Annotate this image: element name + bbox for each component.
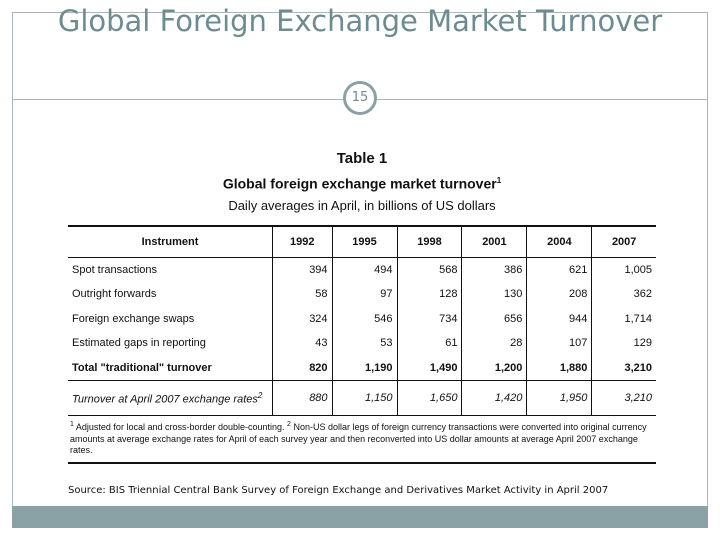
table-row: Estimated gaps in reporting 43 53 61 28 …: [68, 331, 656, 356]
table-cell: 324: [272, 306, 333, 332]
table-cell: 1,650: [396, 380, 462, 416]
table-cell: 362: [591, 282, 656, 307]
source-note: Source: BIS Triennial Central Bank Surve…: [68, 485, 609, 496]
header-year: 2001: [461, 224, 527, 258]
table-cell: 386: [461, 257, 527, 283]
row-label: Total "traditional" turnover: [72, 361, 212, 374]
table-cell: 394: [272, 257, 333, 283]
table-cell: 1,490: [396, 355, 462, 381]
table-cell: 129: [591, 331, 656, 356]
table-cell: 1,005: [591, 257, 656, 283]
header-instrument: Instrument: [68, 224, 273, 258]
table-cell: 1,420: [461, 380, 527, 416]
table-cell: 28: [461, 331, 527, 356]
table-title: Global foreign exchange market turnover1: [68, 172, 656, 193]
row-label: Estimated gaps in reporting: [72, 337, 206, 350]
table-cell: 656: [461, 306, 527, 332]
table-row: Outright forwards 58 97 128 130 208 362: [68, 282, 656, 307]
table-cell: 820: [272, 355, 333, 381]
header-year: 1992: [272, 224, 333, 258]
header-year: 1998: [396, 224, 462, 258]
table-cell: 130: [461, 282, 527, 307]
table-title-sup: 1: [496, 176, 502, 185]
footnote-sup-1: 1: [70, 421, 74, 429]
table-cell: 107: [526, 331, 592, 356]
header-year: 2004: [526, 224, 592, 258]
footnote-sup-2: 2: [287, 421, 291, 429]
table-cell: 734: [396, 306, 462, 332]
table-cell: 61: [396, 331, 462, 356]
table-title-text: Global foreign exchange market turnover: [222, 175, 497, 192]
table-footnote: 1 Adjusted for local and cross-border do…: [68, 415, 656, 464]
table-subtitle: Daily averages in April, in billions of …: [228, 197, 496, 213]
table-cell: 43: [272, 331, 333, 356]
footer-bar: [12, 506, 708, 528]
table-cell: 53: [331, 331, 397, 356]
slide-title: Global Foreign Exchange Market Turnover: [57, 4, 663, 38]
table-row: Spot transactions 394 494 568 386 621 1,…: [68, 257, 656, 283]
table-row: Foreign exchange swaps 324 546 734 656 9…: [68, 306, 656, 332]
footnote-text-1: Adjusted for local and cross-border doub…: [73, 422, 288, 433]
row-label: Spot transactions: [72, 263, 157, 276]
header-year: 1995: [331, 224, 397, 258]
table-cell: 494: [331, 257, 397, 283]
row-label: Foreign exchange swaps: [72, 312, 195, 325]
row-label-sup: 2: [257, 390, 263, 400]
table-cell: 3,210: [591, 380, 656, 416]
row-label: Outright forwards: [72, 288, 157, 301]
row-label: Turnover at April 2007 exchange rates2: [68, 380, 273, 416]
table-cell: 621: [526, 257, 592, 283]
table-cell: 208: [526, 282, 592, 307]
table-label: Table 1: [336, 150, 388, 167]
table-cell: 1,880: [526, 355, 592, 381]
table-cell: 1,200: [461, 355, 527, 381]
table-cell: 1,714: [591, 306, 656, 332]
table-cell: 1,150: [331, 380, 397, 416]
table-cell: 880: [272, 380, 333, 416]
table-cell: 1,950: [526, 380, 592, 416]
table-cell: 97: [331, 282, 397, 307]
table-cell: 944: [526, 306, 592, 332]
row-label-text: Turnover at April 2007 exchange rates: [72, 393, 258, 406]
table-header-row: Instrument 1992 1995 1998 2001 2004 2007: [68, 224, 656, 258]
table-cell: 1,190: [331, 355, 397, 381]
table-cell: 3,210: [591, 355, 656, 381]
footnote-text-2: Non-US dollar legs of foreign currency t…: [70, 422, 647, 456]
header-year: 2007: [591, 224, 656, 258]
table-cell: 58: [272, 282, 333, 307]
turnover-table: Instrument 1992 1995 1998 2001 2004 2007…: [68, 224, 656, 416]
table-row-adjusted: Turnover at April 2007 exchange rates2 8…: [68, 380, 656, 416]
page-number-badge: 15: [343, 81, 377, 115]
table-cell: 568: [396, 257, 462, 283]
table-cell: 546: [331, 306, 397, 332]
turnover-table-block: Table 1 Global foreign exchange market t…: [68, 150, 656, 464]
table-cell: 128: [396, 282, 462, 307]
table-row-total: Total "traditional" turnover 820 1,190 1…: [68, 355, 656, 381]
